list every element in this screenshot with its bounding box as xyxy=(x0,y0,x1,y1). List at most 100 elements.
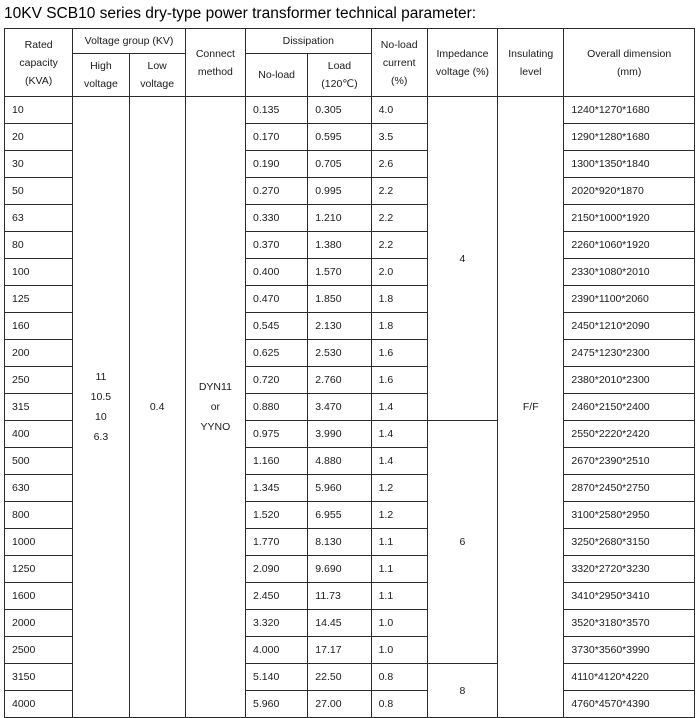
header-impedance-voltage: Impedance voltage (%) xyxy=(426,28,499,97)
table-row: 80 0.370 1.380 2.2 2260*1060*1920 xyxy=(3,231,695,259)
cell-rated-capacity: 3150 xyxy=(3,663,74,691)
cell-rated-capacity: 400 xyxy=(3,420,74,448)
cell-rated-capacity: 125 xyxy=(3,285,74,313)
cell-overall-dimension: 2390*1100*2060 xyxy=(563,285,695,313)
high-voltage-value-4: 6.3 xyxy=(93,431,109,443)
cell-load-loss: 2.530 xyxy=(307,339,372,367)
cell-rated-capacity: 315 xyxy=(3,393,74,421)
cell-overall-dimension: 1300*1350*1840 xyxy=(563,150,695,178)
header-high-voltage-line1: High xyxy=(90,60,112,72)
cell-load-loss: 8.130 xyxy=(307,528,372,556)
cell-impedance-voltage: 4 xyxy=(426,96,499,421)
cell-overall-dimension: 3520*3180*3570 xyxy=(563,609,695,637)
cell-noload-loss: 5.140 xyxy=(245,663,309,691)
cell-load-loss: 3.470 xyxy=(307,393,372,421)
cell-rated-capacity: 1000 xyxy=(3,528,74,556)
header-impedance-voltage-line2: voltage (%) xyxy=(435,65,489,78)
connect-method-conjunction: or xyxy=(210,401,221,413)
cell-overall-dimension: 3320*2720*3230 xyxy=(563,555,695,583)
cell-load-loss: 17.17 xyxy=(307,636,372,664)
cell-overall-dimension: 2330*1080*2010 xyxy=(563,258,695,286)
header-rated-capacity-line3: (KVA) xyxy=(25,74,53,87)
cell-overall-dimension: 4110*4120*4220 xyxy=(563,663,695,691)
cell-load-loss: 1.570 xyxy=(307,258,372,286)
cell-rated-capacity: 250 xyxy=(3,366,74,394)
table-row: 50 0.270 0.995 2.2 2020*920*1870 xyxy=(3,177,695,205)
cell-load-loss: 5.960 xyxy=(307,474,372,502)
cell-load-loss: 2.130 xyxy=(307,312,372,340)
cell-rated-capacity: 80 xyxy=(3,231,74,259)
table-header: Rated capacity (KVA) Voltage group (KV) … xyxy=(3,28,695,97)
header-dissipation-noload: No-load xyxy=(245,53,309,97)
cell-noload-current: 1.4 xyxy=(370,420,428,448)
header-connect-method: Connect method xyxy=(184,28,247,97)
cell-noload-loss: 1.160 xyxy=(245,447,309,475)
header-row-primary: Rated capacity (KVA) Voltage group (KV) … xyxy=(3,28,695,97)
table-row: 1600 2.450 11.73 1.1 3410*2950*3410 xyxy=(3,582,695,610)
connect-method-alternate: YYNO xyxy=(200,421,231,433)
header-connect-method-line2: method xyxy=(197,65,233,78)
cell-overall-dimension: 2450*1210*2090 xyxy=(563,312,695,340)
cell-rated-capacity: 30 xyxy=(3,150,74,178)
cell-load-loss: 11.73 xyxy=(307,582,372,610)
cell-noload-loss: 0.270 xyxy=(245,177,309,205)
cell-noload-loss: 1.520 xyxy=(245,501,309,529)
table-row: 315 0.880 3.470 1.4 2460*2150*2400 xyxy=(3,393,695,421)
cell-noload-current: 4.0 xyxy=(370,96,428,124)
cell-noload-loss: 0.135 xyxy=(245,96,309,124)
cell-overall-dimension: 1240*1270*1680 xyxy=(563,96,695,124)
cell-overall-dimension: 2550*2220*2420 xyxy=(563,420,695,448)
cell-connect-method: DYN11 or YYNO xyxy=(184,96,247,718)
high-voltage-value-3: 10 xyxy=(95,411,107,423)
cell-rated-capacity: 500 xyxy=(3,447,74,475)
cell-overall-dimension: 2380*2010*2300 xyxy=(563,366,695,394)
cell-noload-loss: 0.625 xyxy=(245,339,309,367)
cell-load-loss: 14.45 xyxy=(307,609,372,637)
cell-load-loss: 2.760 xyxy=(307,366,372,394)
cell-noload-current: 2.2 xyxy=(370,231,428,259)
cell-noload-current: 1.1 xyxy=(370,528,428,556)
header-dissipation-load-line2: (120℃) xyxy=(321,78,358,90)
header-rated-capacity-line2: capacity xyxy=(19,56,58,69)
cell-noload-current: 2.6 xyxy=(370,150,428,178)
cell-noload-loss: 2.450 xyxy=(245,582,309,610)
table-row: 125 0.470 1.850 1.8 2390*1100*2060 xyxy=(3,285,695,313)
cell-noload-current: 1.6 xyxy=(370,339,428,367)
header-overall-dimension-line1: Overall dimension xyxy=(587,47,672,60)
cell-noload-loss: 2.090 xyxy=(245,555,309,583)
cell-low-voltage: 0.4 xyxy=(128,96,186,718)
cell-noload-loss: 0.170 xyxy=(245,123,309,151)
cell-rated-capacity: 2000 xyxy=(3,609,74,637)
cell-noload-current: 1.6 xyxy=(370,366,428,394)
table-row: 10 11 10.5 10 6.3 0.4 DYN11 or YYNO 0.135 0.305 4.0… xyxy=(3,96,695,718)
header-row-secondary: High voltage Low voltage No-load Load (1… xyxy=(5,53,695,97)
cell-noload-current: 1.4 xyxy=(370,393,428,421)
cell-rated-capacity: 100 xyxy=(3,258,74,286)
table-row: 630 1.345 5.960 1.2 2870*2450*2750 xyxy=(3,474,695,502)
cell-overall-dimension: 3410*2950*3410 xyxy=(563,582,695,610)
cell-noload-current: 3.5 xyxy=(370,123,428,151)
cell-noload-loss: 0.400 xyxy=(245,258,309,286)
table-container: Rated capacity (KVA) Voltage group (KV) … xyxy=(0,28,699,718)
table-row: 100 0.400 1.570 2.0 2330*1080*2010 xyxy=(3,258,695,286)
table-row: 200 0.625 2.530 1.6 2475*1230*2300 xyxy=(3,339,695,367)
cell-noload-loss: 1.345 xyxy=(245,474,309,502)
cell-rated-capacity: 2500 xyxy=(3,636,74,664)
header-insulating-level: Insulating level xyxy=(497,28,565,97)
header-rated-capacity-line1: Rated xyxy=(24,38,53,51)
cell-noload-loss: 3.320 xyxy=(245,609,309,637)
cell-overall-dimension: 3100*2580*2950 xyxy=(563,501,695,529)
cell-load-loss: 22.50 xyxy=(307,663,372,691)
header-low-voltage-line2: voltage xyxy=(140,78,175,90)
cell-overall-dimension: 3250*2680*3150 xyxy=(563,528,695,556)
cell-overall-dimension: 2150*1000*1920 xyxy=(563,204,695,232)
table-row: 800 1.520 6.955 1.2 3100*2580*2950 xyxy=(3,501,695,529)
cell-insulating-level: F/F xyxy=(497,96,565,718)
cell-load-loss: 1.380 xyxy=(307,231,372,259)
header-overall-dimension: Overall dimension (mm) xyxy=(563,28,695,97)
cell-impedance-voltage: 8 xyxy=(426,663,499,718)
header-voltage-group: Voltage group (KV) xyxy=(72,28,186,54)
cell-overall-dimension: 2460*2150*2400 xyxy=(563,393,695,421)
cell-noload-current: 2.2 xyxy=(370,204,428,232)
header-overall-dimension-line2: (mm) xyxy=(616,65,642,78)
